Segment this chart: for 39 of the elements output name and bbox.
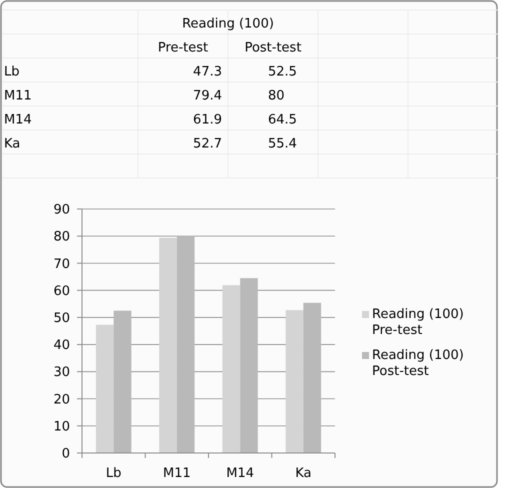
y-tick-label: 70 [53,256,70,272]
category-label: M14 [4,112,32,128]
y-tick-label: 30 [53,365,70,380]
legend-label: Reading (100) Post-test [372,348,464,379]
category-label: M11 [4,88,32,104]
text: 61.9 [193,112,222,128]
text: 80 [268,88,285,104]
category-label: Pre-test [158,40,208,56]
category-label: Ka [4,136,20,152]
bar [159,238,177,453]
text: 47.3 [193,64,222,80]
bar [222,285,240,453]
y-tick-label: 40 [53,338,70,354]
x-tick-label: Lb [106,466,122,481]
y-tick-label: 90 [53,202,70,218]
category-label: Post-test [244,40,302,56]
bar [240,278,258,453]
y-tick-label: 0 [62,446,70,462]
y-tick-label: 50 [53,310,70,326]
y-tick-label: 80 [53,230,70,245]
legend-label: Reading (100) Pre-test [372,307,464,338]
y-tick-label: 60 [53,284,70,299]
x-tick-label: Ka [295,466,312,481]
x-tick-label: M14 [226,466,254,481]
bar [114,310,132,453]
text: 79.4 [193,88,222,104]
text: 52.5 [268,64,297,80]
bar [96,324,114,453]
text: 55.4 [268,136,297,152]
y-tick-label: 20 [53,392,70,408]
bar [286,310,304,453]
bar [176,236,195,453]
category-label: Lb [4,64,20,80]
text: 52.7 [193,136,222,152]
text: Reading (100) [182,16,274,32]
x-tick-label: M11 [162,466,191,481]
bar [303,302,322,453]
text: 64.5 [268,112,297,128]
y-tick-label: 10 [53,419,70,434]
